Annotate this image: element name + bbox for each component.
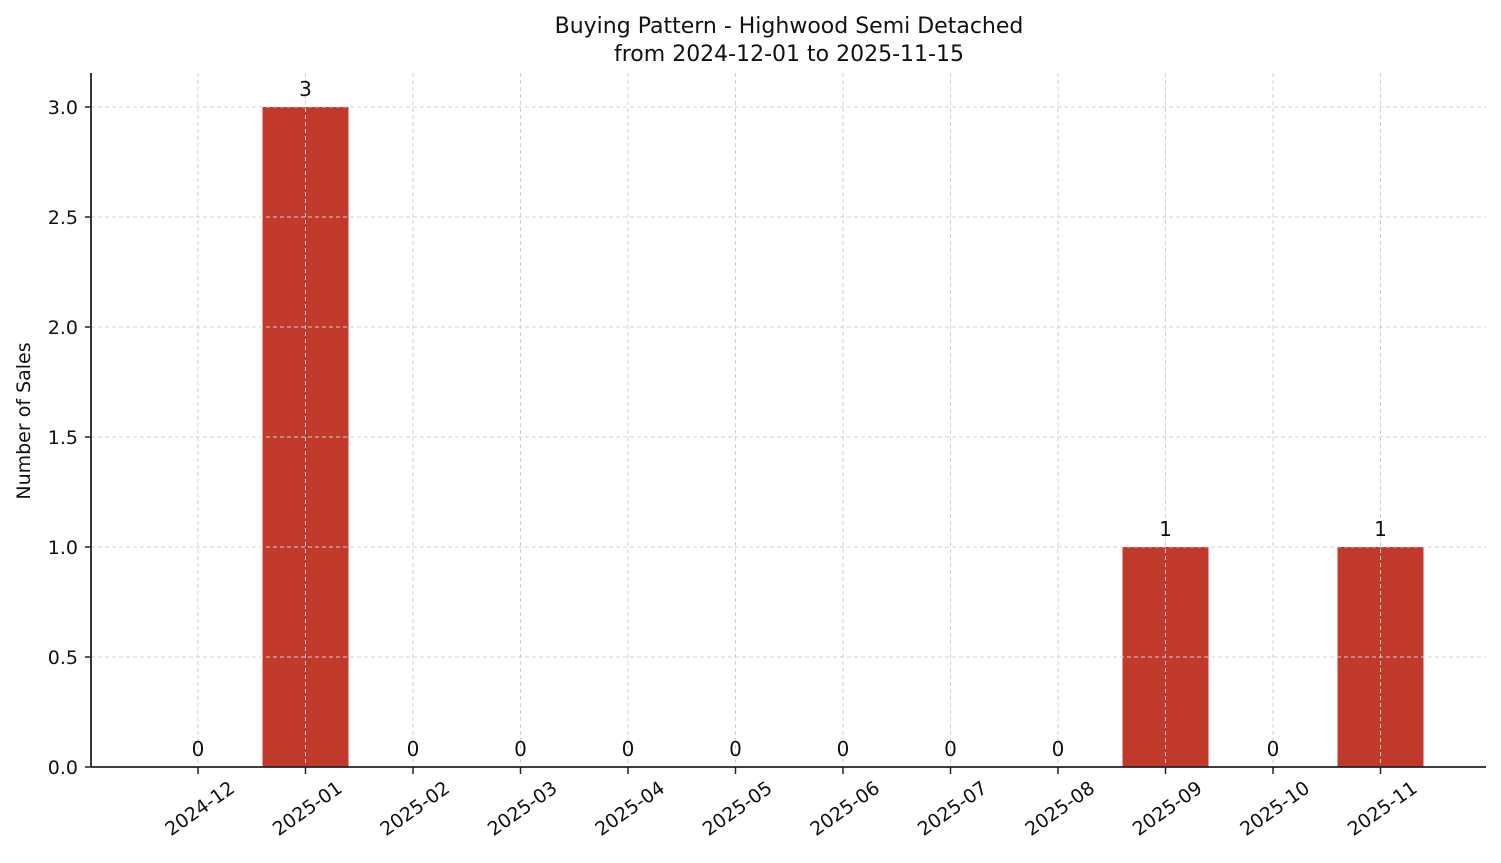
data-labels: 0 3 0 0 0 0 0 0 0 1 0 1 <box>192 77 1387 761</box>
axes <box>90 73 1486 768</box>
data-label: 0 <box>1267 737 1280 761</box>
y-tick-label: 2.0 <box>48 317 78 339</box>
data-label: 1 <box>1374 517 1387 541</box>
data-label: 0 <box>407 737 420 761</box>
x-tick-label: 2025-05 <box>699 777 777 841</box>
data-label: 3 <box>299 77 312 101</box>
x-tick-label: 2025-08 <box>1021 777 1099 841</box>
data-label: 0 <box>729 737 742 761</box>
y-axis-label: Number of Sales <box>13 342 35 499</box>
x-axis-ticks: 2024-12 2025-01 2025-02 2025-03 2025-04 2025-… <box>161 767 1421 841</box>
x-tick-label: 2025-01 <box>269 777 347 841</box>
data-label: 0 <box>1052 737 1065 761</box>
x-tick-label: 2025-06 <box>806 777 884 841</box>
chart-title: Buying Pattern - Highwood Semi Detached <box>555 14 1024 39</box>
data-label: 0 <box>514 737 527 761</box>
data-label: 1 <box>1159 517 1172 541</box>
y-tick-label: 3.0 <box>48 97 78 119</box>
x-tick-label: 2024-12 <box>161 777 239 841</box>
y-tick-label: 1.5 <box>48 427 78 449</box>
y-axis-ticks: 0.0 0.5 1.0 1.5 2.0 2.5 3.0 <box>48 97 91 779</box>
y-tick-label: 0.5 <box>48 647 78 669</box>
x-tick-label: 2025-07 <box>914 777 992 841</box>
y-tick-label: 1.0 <box>48 537 78 559</box>
y-tick-label: 0.0 <box>48 757 78 779</box>
x-tick-label: 2025-04 <box>591 777 669 841</box>
x-tick-label: 2025-02 <box>376 777 454 841</box>
data-label: 0 <box>192 737 205 761</box>
chart-subtitle: from 2024-12-01 to 2025-11-15 <box>614 42 964 67</box>
x-tick-label: 2025-11 <box>1344 777 1422 841</box>
x-tick-label: 2025-03 <box>484 777 562 841</box>
data-label: 0 <box>622 737 635 761</box>
grid-lines-over <box>91 73 1486 767</box>
data-label: 0 <box>837 737 850 761</box>
x-tick-label: 2025-10 <box>1236 777 1314 841</box>
data-label: 0 <box>944 737 957 761</box>
y-tick-label: 2.5 <box>48 207 78 229</box>
x-tick-label: 2025-09 <box>1129 777 1207 841</box>
